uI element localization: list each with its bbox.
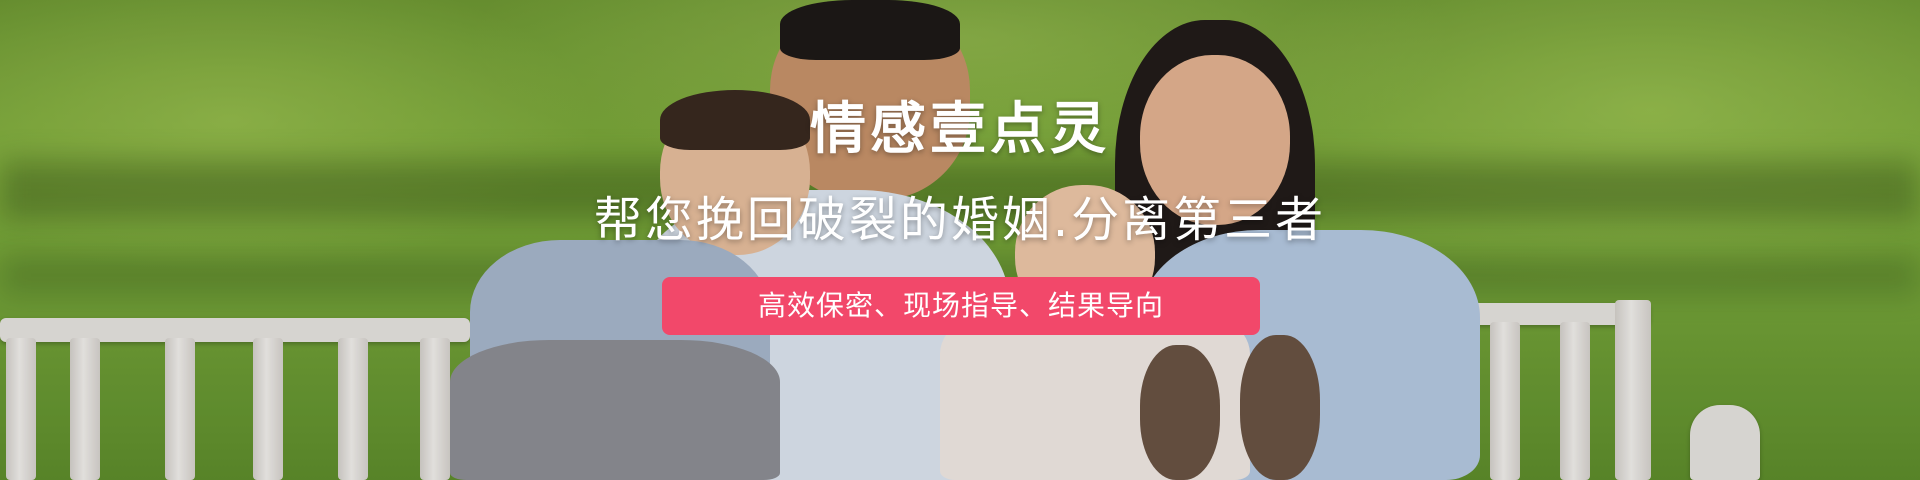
tree-shadow [0, 160, 1920, 220]
banner-title: 情感壹点灵 [810, 97, 1110, 162]
tagline-badge[interactable]: 高效保密、现场指导、结果导向 [662, 277, 1260, 335]
banner-subtitle: 帮您挽回破裂的婚姻.分离第三者 [593, 192, 1327, 248]
